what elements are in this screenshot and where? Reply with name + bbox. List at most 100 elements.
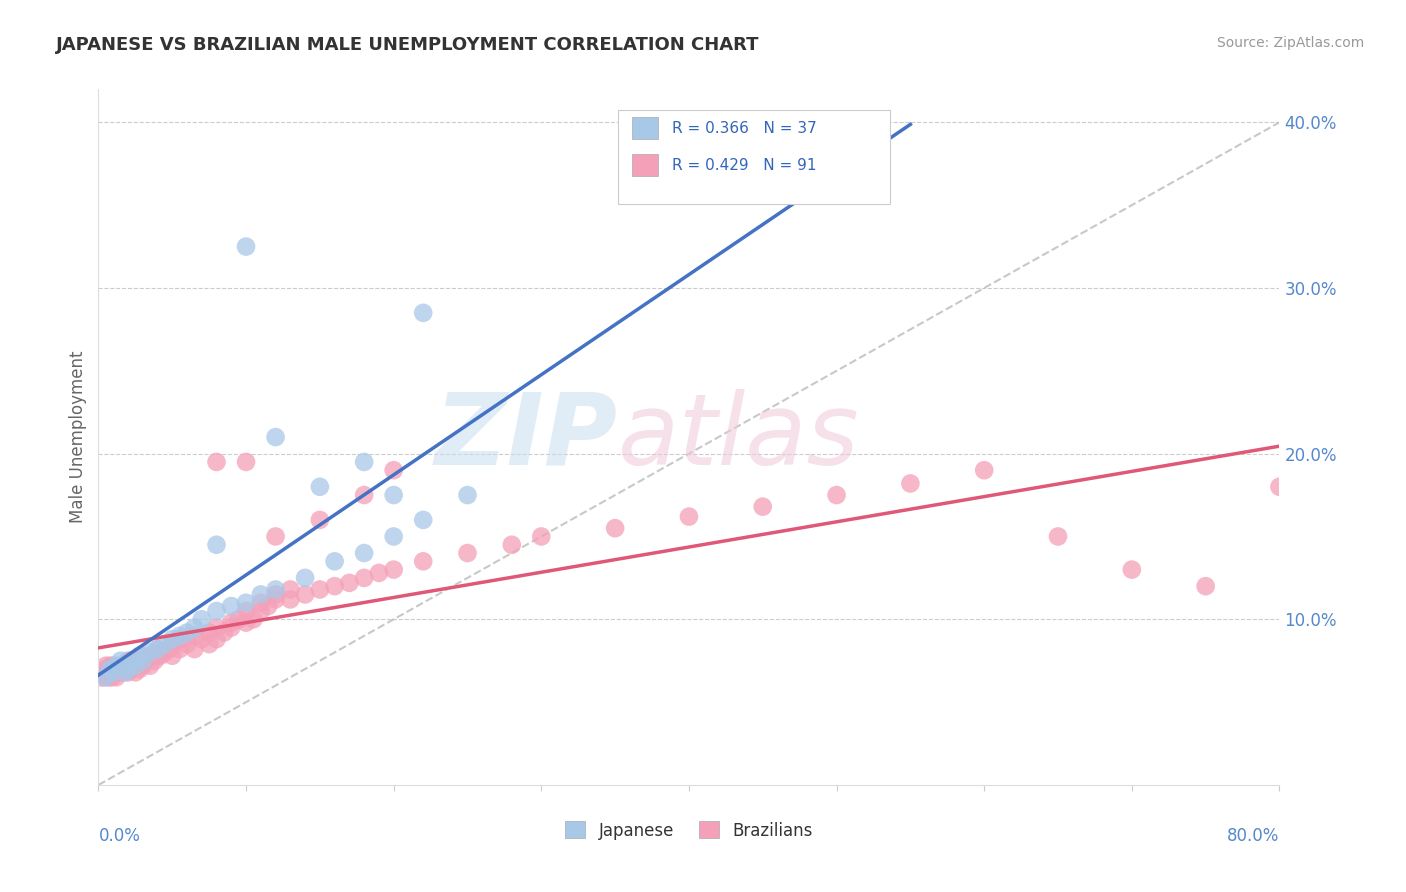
Point	[294, 587, 316, 601]
Point	[264, 529, 287, 543]
Point	[605, 521, 627, 535]
Point	[169, 642, 191, 657]
Point	[412, 306, 434, 320]
Point	[111, 665, 134, 680]
Point	[257, 599, 280, 613]
Point	[169, 629, 191, 643]
Point	[132, 648, 155, 663]
Point	[107, 665, 129, 680]
FancyBboxPatch shape	[633, 154, 658, 177]
Point	[678, 509, 700, 524]
Text: 0.0%: 0.0%	[98, 827, 141, 845]
Point	[169, 632, 191, 647]
Point	[1268, 480, 1291, 494]
Point	[124, 665, 146, 680]
Point	[139, 658, 162, 673]
Point	[250, 587, 273, 601]
Point	[205, 604, 228, 618]
Point	[139, 648, 162, 663]
Point	[128, 648, 150, 663]
Point	[235, 615, 257, 630]
Point	[382, 463, 405, 477]
Text: 80.0%: 80.0%	[1227, 827, 1279, 845]
Point	[110, 654, 132, 668]
Point	[146, 642, 169, 657]
Point	[280, 582, 302, 597]
Point	[205, 455, 228, 469]
FancyBboxPatch shape	[633, 117, 658, 139]
Point	[105, 670, 128, 684]
Point	[825, 488, 848, 502]
Point	[117, 662, 139, 676]
FancyBboxPatch shape	[619, 110, 890, 204]
Point	[235, 455, 257, 469]
Y-axis label: Male Unemployment: Male Unemployment	[69, 351, 87, 524]
Point	[212, 625, 235, 640]
Point	[235, 596, 257, 610]
Point	[368, 566, 391, 580]
Point	[412, 554, 434, 568]
Point	[98, 658, 121, 673]
Point	[973, 463, 995, 477]
Point	[323, 554, 346, 568]
Point	[235, 604, 257, 618]
Point	[353, 571, 375, 585]
Text: R = 0.366   N = 37: R = 0.366 N = 37	[672, 120, 817, 136]
Point	[96, 665, 118, 680]
Text: ZIP: ZIP	[434, 389, 619, 485]
Point	[530, 529, 553, 543]
Point	[221, 615, 243, 630]
Point	[501, 538, 523, 552]
Point	[191, 612, 214, 626]
Point	[146, 648, 169, 663]
Point	[221, 599, 243, 613]
Point	[128, 662, 150, 676]
Point	[264, 592, 287, 607]
Point	[93, 670, 115, 684]
Point	[143, 654, 166, 668]
Point	[97, 670, 120, 684]
Point	[412, 513, 434, 527]
Point	[205, 538, 228, 552]
Point	[114, 665, 136, 680]
Point	[205, 632, 228, 647]
Point	[139, 645, 162, 659]
Point	[457, 546, 479, 560]
Point	[94, 670, 117, 684]
Point	[309, 513, 332, 527]
Point	[124, 654, 146, 668]
Point	[117, 665, 139, 680]
Point	[98, 662, 121, 676]
Point	[110, 662, 132, 676]
Point	[117, 654, 139, 668]
Point	[1195, 579, 1218, 593]
Point	[382, 488, 405, 502]
Point	[264, 587, 287, 601]
Point	[309, 480, 332, 494]
Point	[264, 430, 287, 444]
Point	[105, 662, 128, 676]
Text: Source: ZipAtlas.com: Source: ZipAtlas.com	[1216, 36, 1364, 50]
Point	[1046, 529, 1070, 543]
Legend: Japanese, Brazilians: Japanese, Brazilians	[558, 814, 820, 847]
Point	[153, 645, 176, 659]
Point	[353, 455, 375, 469]
Point	[280, 592, 302, 607]
Text: JAPANESE VS BRAZILIAN MALE UNEMPLOYMENT CORRELATION CHART: JAPANESE VS BRAZILIAN MALE UNEMPLOYMENT …	[56, 36, 759, 54]
Point	[162, 632, 183, 647]
Point	[100, 670, 122, 684]
Point	[94, 662, 117, 676]
Point	[103, 658, 125, 673]
Point	[191, 632, 214, 647]
Point	[323, 579, 346, 593]
Point	[94, 658, 117, 673]
Point	[339, 575, 361, 590]
Point	[157, 642, 180, 657]
Point	[457, 488, 479, 502]
Point	[228, 612, 250, 626]
Point	[114, 658, 136, 673]
Point	[90, 670, 112, 684]
Point	[353, 488, 375, 502]
Point	[1121, 563, 1143, 577]
Point	[120, 654, 142, 668]
